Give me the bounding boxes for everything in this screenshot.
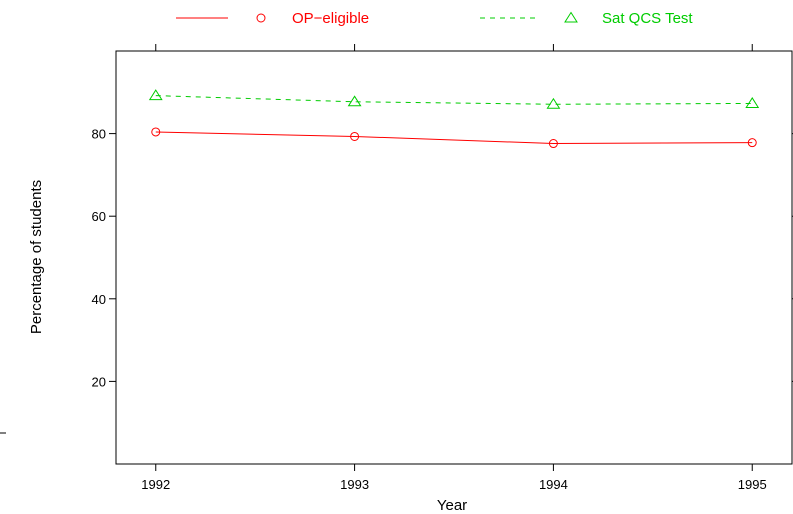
x-tick-label-2: 1994 (539, 477, 568, 492)
series-0-point-1 (350, 131, 360, 141)
series-line-1 (155, 95, 753, 105)
legend-marker-op-eligible (256, 13, 266, 23)
y-axis-label: Percentage of students (28, 180, 45, 334)
series-layer (148, 89, 760, 149)
series-1-point-1 (347, 95, 362, 107)
y-axis: 20 40 60 80 (92, 127, 793, 389)
series-0-point-0 (151, 127, 161, 137)
legend-label-sat-qcs: Sat QCS Test (602, 10, 693, 27)
series-0-point-3 (747, 138, 757, 148)
x-axis: 1992 1993 1994 1995 (141, 44, 767, 492)
x-axis-label: Year (437, 497, 467, 514)
plot-frame (115, 50, 793, 465)
y-tick-label-1: 40 (92, 292, 106, 307)
series-0-point-2 (548, 139, 558, 149)
y-tick-label-3: 80 (92, 127, 106, 142)
y-tick-label-2: 60 (92, 209, 106, 224)
x-tick-label-0: 1992 (141, 477, 170, 492)
series-1-point-0 (148, 89, 163, 101)
series-1-point-2 (546, 97, 561, 109)
legend: OP−eligible Sat QCS Test (176, 10, 693, 27)
y-tick-label-0: 20 (92, 374, 106, 389)
series-line-0 (155, 131, 753, 145)
x-tick-label-1: 1993 (340, 477, 369, 492)
series-1-point-3 (745, 97, 760, 108)
x-tick-label-3: 1995 (738, 477, 767, 492)
legend-marker-sat-qcs (564, 11, 578, 23)
legend-label-op-eligible: OP−eligible (292, 10, 369, 27)
